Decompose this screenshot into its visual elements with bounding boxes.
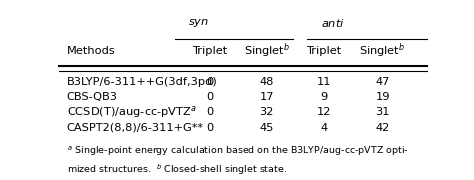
Text: 4: 4 — [320, 123, 328, 133]
Text: Triplet: Triplet — [192, 46, 228, 56]
Text: 0: 0 — [206, 107, 213, 117]
Text: Singlet$^{b}$: Singlet$^{b}$ — [359, 41, 406, 60]
Text: 11: 11 — [317, 77, 331, 87]
Text: 0: 0 — [206, 77, 213, 87]
Text: 0: 0 — [206, 92, 213, 102]
Text: 48: 48 — [260, 77, 274, 87]
Text: 12: 12 — [317, 107, 331, 117]
Text: Singlet$^{b}$: Singlet$^{b}$ — [244, 41, 290, 60]
Text: 17: 17 — [260, 92, 274, 102]
Text: 45: 45 — [260, 123, 274, 133]
Text: B3LYP/6-311++G(3df,3pd): B3LYP/6-311++G(3df,3pd) — [66, 77, 218, 87]
Text: 47: 47 — [375, 77, 390, 87]
Text: $\mathit{anti}$: $\mathit{anti}$ — [321, 17, 345, 29]
Text: $^{a}$ Single-point energy calculation based on the B3LYP/aug-cc-pVTZ opti-
mize: $^{a}$ Single-point energy calculation b… — [66, 144, 409, 177]
Text: 32: 32 — [260, 107, 274, 117]
Text: Methods: Methods — [66, 46, 115, 56]
Text: 0: 0 — [206, 123, 213, 133]
Text: CCSD(T)/aug-cc-pVTZ$^{a}$: CCSD(T)/aug-cc-pVTZ$^{a}$ — [66, 104, 196, 120]
Text: 42: 42 — [375, 123, 390, 133]
Text: CASPT2(8,8)/6-311+G**: CASPT2(8,8)/6-311+G** — [66, 123, 204, 133]
Text: Triplet: Triplet — [306, 46, 341, 56]
Text: 9: 9 — [320, 92, 328, 102]
Text: $\mathit{syn}$: $\mathit{syn}$ — [188, 17, 210, 29]
Text: 31: 31 — [375, 107, 390, 117]
Text: 19: 19 — [375, 92, 390, 102]
Text: CBS-QB3: CBS-QB3 — [66, 92, 118, 102]
